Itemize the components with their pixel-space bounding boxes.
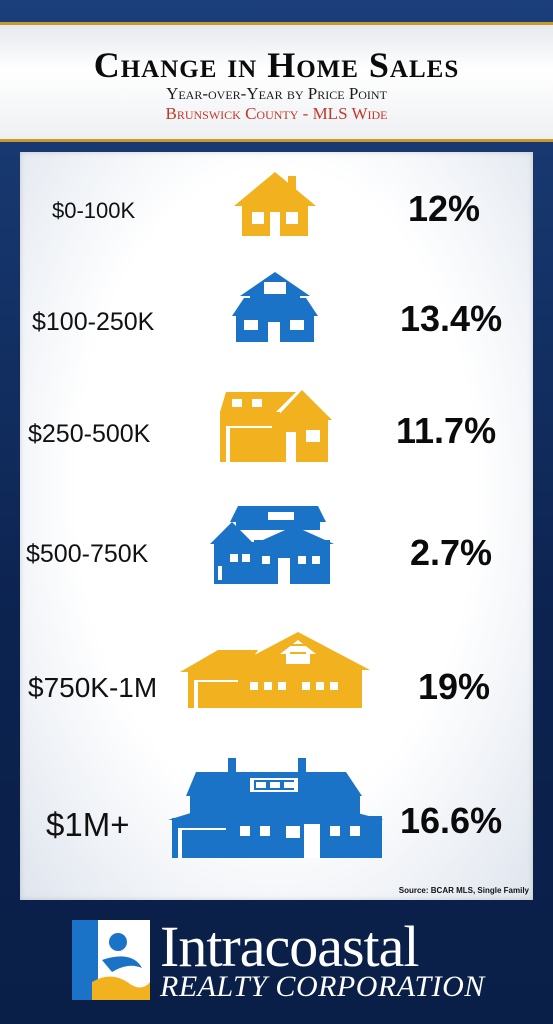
region-label: Brunswick County - MLS Wide — [165, 104, 388, 123]
category-label: $100-250K — [32, 308, 155, 336]
category-label: $1M+ — [46, 806, 130, 843]
category-label: $250-500K — [28, 420, 151, 448]
source-note: Source: BCAR MLS, Single Family — [398, 886, 529, 895]
header-band — [0, 22, 553, 142]
value-label: 2.7% — [410, 532, 493, 573]
value-label: 16.6% — [400, 800, 503, 841]
two-story-house-icon — [232, 272, 318, 342]
large-house-icon — [210, 506, 334, 584]
value-label: 13.4% — [400, 298, 503, 339]
category-label: $750K-1M — [28, 672, 158, 703]
small-house-icon — [234, 172, 316, 236]
value-label: 19% — [418, 666, 491, 707]
page-subtitle: Year-over-Year by Price Point — [166, 84, 387, 103]
intracoastal-logo-icon — [72, 920, 150, 1000]
category-label: $500-750K — [26, 540, 149, 568]
value-label: 12% — [408, 188, 481, 229]
value-label: 11.7% — [396, 410, 497, 451]
ranch-house-icon — [180, 632, 370, 708]
category-label: $0-100K — [52, 198, 136, 223]
estate-house-icon — [168, 758, 384, 858]
brand-subtitle: REALTY CORPORATION — [160, 970, 485, 1003]
brand-name: Intracoastal — [160, 914, 420, 979]
page-title: Change in Home Sales — [93, 45, 460, 85]
garage-house-icon — [220, 390, 332, 462]
